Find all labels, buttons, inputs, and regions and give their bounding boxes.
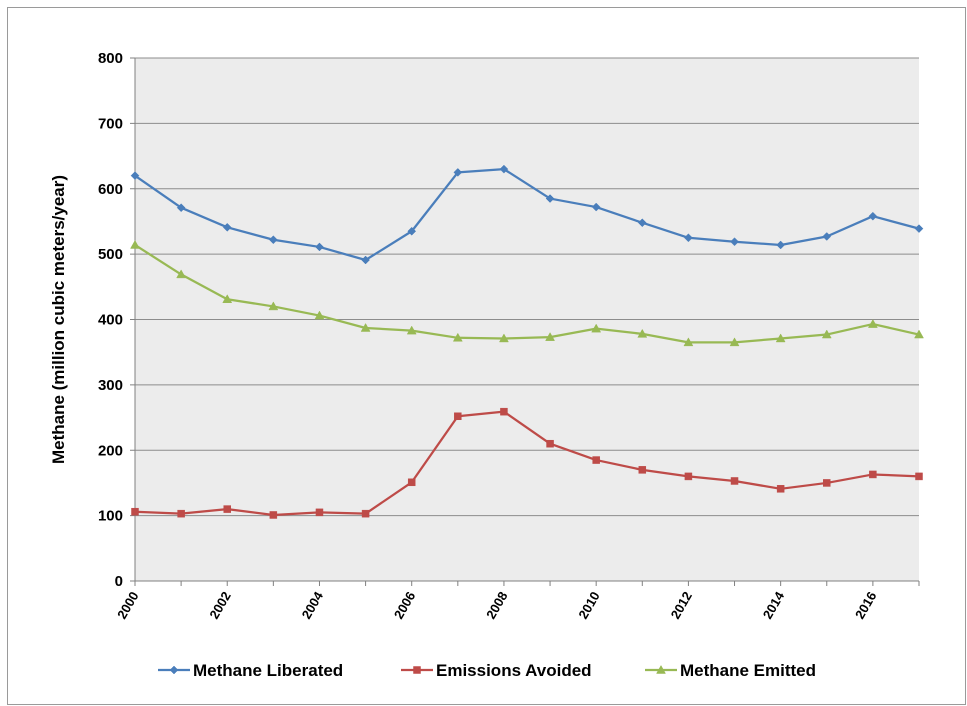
data-point-methane-liberated: [591, 202, 601, 212]
data-point-emissions-avoided: [454, 412, 462, 421]
data-point-methane-liberated: [361, 255, 370, 265]
data-point-methane-liberated: [822, 232, 832, 241]
legend-swatch-marker: [169, 665, 179, 675]
data-point-emissions-avoided: [546, 439, 554, 448]
legend-item-methane-liberated: Methane Liberated: [158, 661, 343, 680]
data-point-methane-emitted: [360, 322, 371, 332]
data-point-methane-liberated: [499, 164, 509, 174]
legend-label: Emissions Avoided: [436, 661, 592, 680]
data-point-methane-liberated: [868, 211, 878, 221]
series-line-methane-liberated: [134, 168, 920, 262]
data-point-methane-emitted: [545, 332, 555, 341]
data-point-methane-liberated: [222, 222, 232, 232]
data-point-methane-emitted: [821, 329, 832, 339]
data-point-methane-liberated: [268, 235, 278, 245]
legend-swatch-marker: [413, 666, 421, 674]
data-point-methane-liberated: [730, 237, 739, 247]
x-tick-label: 2004: [299, 588, 327, 621]
axes: [134, 58, 919, 582]
data-point-methane-liberated: [545, 194, 555, 203]
series-methane-liberated: [130, 164, 924, 265]
x-tick-label: 2002: [206, 589, 233, 622]
x-tick-label: 2014: [760, 588, 788, 621]
data-point-methane-liberated: [130, 171, 140, 181]
data-point-emissions-avoided: [776, 485, 785, 493]
data-point-emissions-avoided: [915, 472, 923, 481]
data-point-emissions-avoided: [730, 477, 739, 485]
y-tick-label: 300: [98, 377, 123, 394]
series-methane-emitted: [130, 239, 924, 347]
x-tick-label: 2012: [668, 589, 695, 622]
data-point-methane-emitted: [452, 332, 463, 342]
y-tick-label: 100: [98, 508, 123, 525]
data-point-emissions-avoided: [869, 470, 877, 479]
legend: Methane Liberated Emissions Avoided Methan…: [158, 661, 816, 680]
x-tick-label: 2016: [852, 589, 879, 622]
data-point-methane-emitted: [683, 337, 694, 347]
y-axis-ticks: 0 100 200 300 400 500 600 700 800: [98, 50, 135, 590]
data-point-emissions-avoided: [223, 505, 231, 513]
y-tick-label: 500: [98, 246, 123, 263]
data-point-methane-emitted: [176, 269, 187, 279]
series-line-emissions-avoided: [134, 410, 920, 517]
data-point-emissions-avoided: [269, 511, 278, 519]
data-point-emissions-avoided: [315, 508, 324, 517]
data-point-methane-liberated: [176, 203, 186, 213]
data-point-methane-emitted: [406, 325, 417, 335]
data-point-methane-emitted: [314, 310, 325, 320]
y-tick-label: 200: [98, 442, 123, 459]
data-point-methane-emitted: [499, 333, 509, 343]
data-point-methane-emitted: [867, 319, 878, 328]
y-tick-label: 0: [115, 573, 123, 590]
data-point-methane-emitted: [775, 333, 786, 343]
y-tick-label: 600: [98, 181, 123, 198]
series-line-methane-emitted: [134, 244, 920, 344]
data-point-methane-emitted: [914, 329, 924, 339]
data-point-emissions-avoided: [407, 478, 416, 487]
data-point-methane-liberated: [407, 226, 417, 236]
data-point-methane-emitted: [222, 294, 233, 303]
data-point-methane-liberated: [637, 218, 647, 228]
legend-item-methane-emitted: Methane Emitted: [645, 661, 816, 680]
x-tick-label: 2010: [575, 589, 602, 622]
data-point-methane-liberated: [684, 233, 693, 243]
y-tick-label: 400: [98, 312, 123, 329]
data-point-emissions-avoided: [131, 507, 139, 516]
data-point-methane-liberated: [453, 168, 463, 177]
legend-label: Methane Liberated: [193, 661, 343, 680]
data-point-methane-emitted: [729, 337, 740, 347]
gridlines: [135, 57, 919, 517]
x-tick-label: 2006: [391, 589, 418, 622]
legend-label: Methane Emitted: [680, 661, 816, 680]
data-point-methane-emitted: [268, 301, 279, 311]
data-point-emissions-avoided: [500, 407, 508, 416]
data-point-methane-emitted: [637, 328, 648, 338]
y-tick-label: 700: [98, 115, 123, 132]
y-axis-label: Methane (million cubic meters/year): [49, 175, 68, 464]
data-point-emissions-avoided: [638, 466, 647, 474]
data-point-emissions-avoided: [684, 472, 693, 481]
y-tick-label: 800: [98, 50, 123, 67]
legend-item-emissions-avoided: Emissions Avoided: [401, 661, 592, 680]
legend-swatch-marker: [656, 664, 666, 674]
x-axis-ticks: 2000 2002 2004 2006 2008 2010 2012 2014 2016: [114, 581, 920, 622]
x-tick-label: 2008: [483, 589, 510, 622]
data-point-emissions-avoided: [361, 509, 370, 518]
data-point-methane-liberated: [776, 240, 786, 250]
data-point-methane-emitted: [591, 323, 602, 333]
series-emissions-avoided: [131, 407, 923, 519]
data-point-methane-liberated: [914, 224, 924, 233]
series-layer: [130, 164, 924, 519]
data-point-emissions-avoided: [177, 509, 185, 518]
data-point-emissions-avoided: [592, 456, 600, 464]
x-tick-label: 2000: [114, 589, 141, 622]
data-point-methane-emitted: [130, 239, 140, 249]
data-point-methane-liberated: [315, 242, 324, 252]
data-point-emissions-avoided: [823, 479, 831, 487]
